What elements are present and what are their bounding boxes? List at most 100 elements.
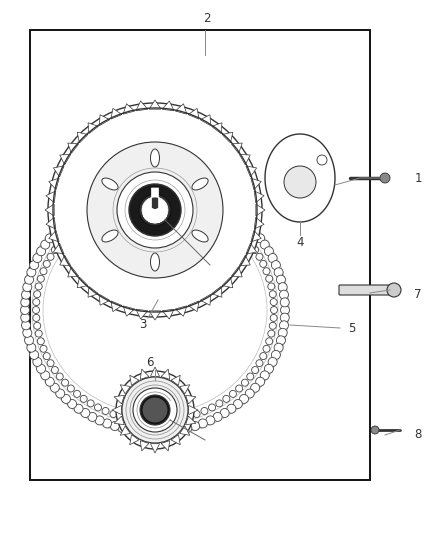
Circle shape: [35, 283, 42, 290]
Circle shape: [279, 290, 289, 299]
Polygon shape: [111, 108, 122, 119]
Circle shape: [236, 228, 243, 235]
Polygon shape: [151, 367, 159, 376]
Circle shape: [126, 425, 135, 434]
Polygon shape: [231, 143, 242, 154]
Circle shape: [223, 217, 230, 224]
Circle shape: [21, 305, 29, 314]
Text: 7: 7: [414, 288, 422, 302]
Circle shape: [142, 184, 152, 193]
Circle shape: [193, 203, 200, 209]
Polygon shape: [49, 178, 59, 190]
Circle shape: [140, 395, 170, 425]
Circle shape: [152, 196, 159, 203]
Polygon shape: [111, 301, 122, 312]
Circle shape: [247, 240, 254, 247]
Circle shape: [21, 298, 30, 307]
Polygon shape: [88, 123, 99, 134]
Circle shape: [37, 338, 44, 345]
Polygon shape: [149, 100, 161, 109]
Circle shape: [274, 343, 283, 352]
Circle shape: [23, 328, 32, 337]
Ellipse shape: [151, 149, 159, 167]
Polygon shape: [45, 204, 54, 216]
Circle shape: [74, 390, 81, 398]
Polygon shape: [180, 385, 190, 394]
Circle shape: [41, 371, 50, 380]
Polygon shape: [222, 132, 233, 143]
Polygon shape: [162, 309, 174, 319]
Circle shape: [56, 240, 63, 247]
Circle shape: [102, 419, 112, 428]
Circle shape: [21, 321, 31, 330]
Circle shape: [233, 212, 242, 221]
Circle shape: [177, 415, 184, 422]
Ellipse shape: [387, 283, 401, 297]
Circle shape: [265, 247, 273, 256]
Circle shape: [227, 404, 236, 413]
Circle shape: [33, 298, 40, 305]
Circle shape: [88, 199, 97, 207]
Circle shape: [25, 336, 34, 345]
Polygon shape: [53, 243, 64, 254]
Polygon shape: [149, 311, 161, 320]
Polygon shape: [99, 115, 110, 126]
Polygon shape: [130, 434, 139, 445]
Circle shape: [269, 290, 276, 298]
Ellipse shape: [192, 230, 208, 242]
Circle shape: [256, 377, 265, 386]
Circle shape: [143, 417, 150, 424]
Polygon shape: [162, 101, 174, 111]
Circle shape: [169, 416, 176, 423]
Circle shape: [87, 213, 94, 220]
Circle shape: [47, 360, 54, 367]
Circle shape: [240, 216, 248, 225]
Circle shape: [62, 234, 69, 241]
Circle shape: [266, 338, 273, 345]
Circle shape: [271, 306, 278, 313]
Circle shape: [241, 234, 248, 241]
Circle shape: [263, 345, 270, 352]
Circle shape: [45, 234, 54, 243]
Circle shape: [32, 306, 39, 313]
Circle shape: [95, 416, 104, 425]
Circle shape: [133, 388, 177, 432]
Polygon shape: [175, 306, 187, 316]
Circle shape: [260, 353, 267, 360]
Circle shape: [37, 364, 46, 373]
Circle shape: [193, 410, 200, 417]
Polygon shape: [189, 406, 198, 415]
Circle shape: [116, 371, 194, 449]
Circle shape: [185, 200, 192, 207]
Circle shape: [160, 417, 167, 424]
Polygon shape: [246, 243, 257, 254]
Circle shape: [117, 172, 193, 248]
Circle shape: [276, 275, 286, 284]
Circle shape: [251, 383, 260, 392]
Circle shape: [40, 345, 47, 352]
Circle shape: [118, 200, 125, 207]
Polygon shape: [251, 230, 261, 242]
Circle shape: [30, 350, 39, 359]
Polygon shape: [200, 294, 211, 305]
Circle shape: [266, 275, 273, 282]
Circle shape: [256, 234, 265, 243]
Circle shape: [167, 426, 176, 435]
Polygon shape: [123, 306, 134, 316]
Polygon shape: [140, 441, 149, 451]
Circle shape: [260, 240, 269, 249]
Circle shape: [88, 413, 97, 422]
Circle shape: [251, 228, 260, 237]
Circle shape: [240, 394, 248, 403]
Circle shape: [74, 404, 83, 413]
Text: 6: 6: [146, 356, 154, 368]
Circle shape: [227, 207, 236, 216]
Polygon shape: [256, 204, 265, 216]
Polygon shape: [140, 369, 149, 379]
Polygon shape: [265, 134, 335, 222]
Circle shape: [380, 173, 390, 183]
Polygon shape: [254, 217, 264, 229]
Ellipse shape: [151, 253, 159, 271]
Circle shape: [102, 407, 109, 415]
Polygon shape: [254, 191, 264, 203]
